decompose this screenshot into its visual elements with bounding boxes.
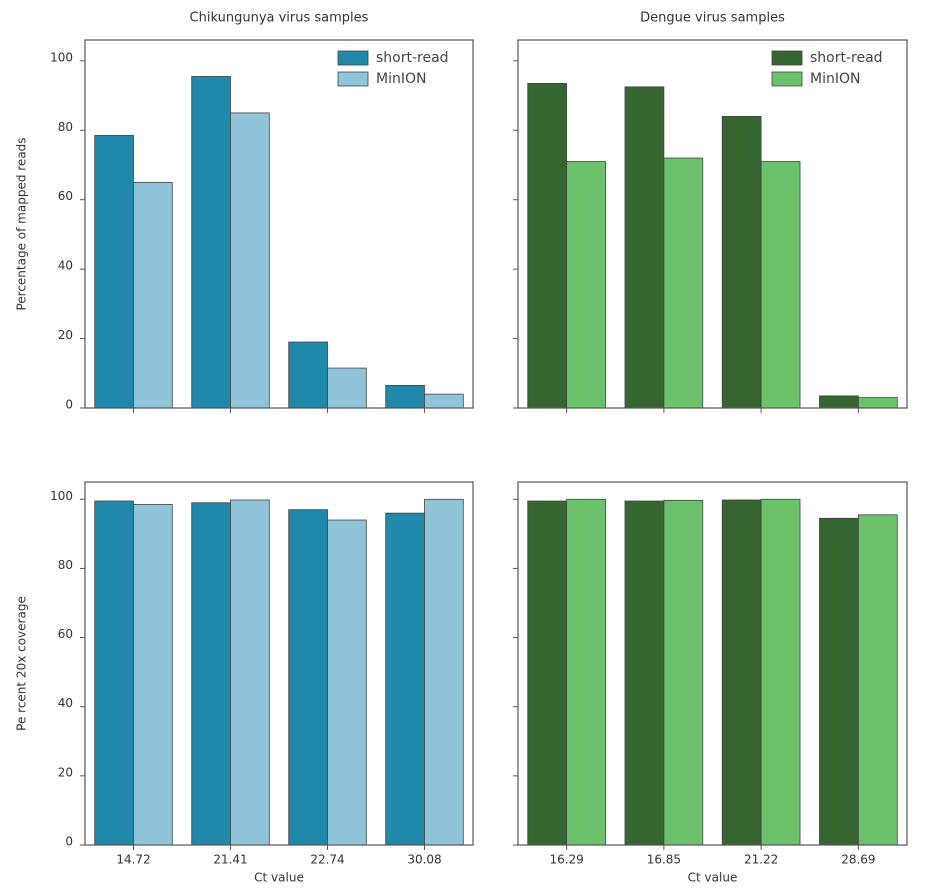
y-tick-label: 0: [65, 398, 73, 412]
plot-frame: [84, 481, 474, 846]
bar: [327, 519, 367, 846]
bar: [527, 500, 568, 846]
bar: [624, 86, 665, 409]
plot-frame: [84, 39, 474, 409]
bar: [566, 161, 606, 409]
bar: [760, 498, 801, 846]
x-tick-label: 14.72: [116, 853, 150, 867]
x-tick-label: 30.08: [407, 853, 441, 867]
bar: [230, 112, 270, 409]
bar: [288, 509, 328, 846]
bar: [819, 395, 859, 409]
legend-swatch: [337, 50, 369, 66]
x-tick-label: 16.29: [549, 853, 583, 867]
x-tick-label: 21.22: [744, 853, 778, 867]
bar: [133, 504, 173, 846]
bar: [857, 397, 898, 409]
y-tick-label: 20: [58, 328, 73, 342]
y-tick-label: 0: [65, 835, 73, 849]
bar: [288, 341, 328, 409]
bar: [819, 517, 859, 846]
x-tick-label: 16.85: [647, 853, 681, 867]
bar: [133, 181, 173, 409]
bar: [191, 76, 231, 409]
bar: [857, 514, 898, 846]
bar: [721, 499, 762, 846]
y-tick-label: 20: [58, 765, 73, 779]
x-axis-label: Ct value: [254, 871, 304, 885]
bar: [424, 498, 464, 846]
legend-label: short-read: [376, 50, 449, 66]
bar: [527, 82, 568, 409]
x-tick-label: 28.69: [841, 853, 875, 867]
bar: [624, 500, 665, 846]
x-tick-label: 21.41: [213, 853, 247, 867]
plot-frame: [517, 481, 908, 846]
x-tick-label: 22.74: [310, 853, 344, 867]
bar: [566, 498, 606, 846]
chart-title: Dengue virus samples: [640, 11, 785, 26]
legend-swatch: [337, 71, 369, 87]
plot-frame: [517, 39, 908, 409]
y-tick-label: 60: [58, 189, 73, 203]
bar: [94, 135, 134, 409]
y-tick-label: 100: [50, 50, 73, 64]
y-tick-label: 60: [58, 627, 73, 641]
bar: [94, 500, 134, 846]
chart-title: Chikungunya virus samples: [190, 11, 369, 26]
legend-label: short-read: [810, 50, 883, 66]
bar: [230, 499, 270, 846]
bar: [424, 393, 464, 409]
bar: [385, 385, 425, 409]
y-axis-label: Percentage of mapped reads: [15, 137, 29, 310]
bar: [385, 512, 425, 846]
y-axis-label: Pe rcent 20x coverage: [15, 596, 29, 731]
bar: [760, 161, 801, 409]
y-tick-label: 40: [58, 696, 73, 710]
y-tick-label: 100: [50, 489, 73, 503]
legend-swatch: [771, 71, 803, 87]
x-axis-label: Ct value: [688, 871, 738, 885]
legend-swatch: [771, 50, 803, 66]
y-tick-label: 40: [58, 259, 73, 273]
y-tick-label: 80: [58, 558, 73, 572]
legend-label: MinION: [376, 71, 426, 87]
bar: [327, 367, 367, 409]
y-tick-label: 80: [58, 120, 73, 134]
bar: [663, 499, 704, 846]
bar: [191, 502, 231, 846]
bar: [721, 115, 762, 409]
legend-label: MinION: [810, 71, 860, 87]
bar: [663, 157, 704, 409]
